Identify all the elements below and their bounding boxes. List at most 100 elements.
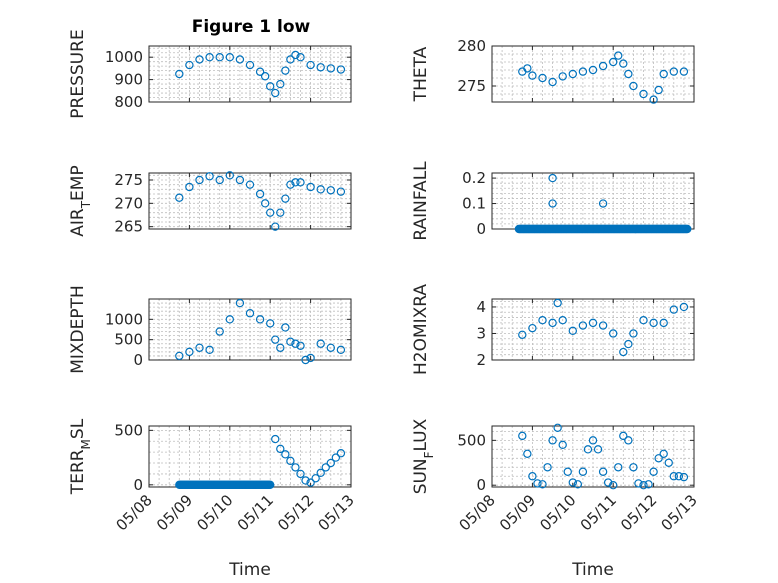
data-point	[215, 175, 224, 185]
data-point	[533, 479, 542, 488]
data-point	[558, 316, 567, 325]
data-point	[185, 347, 194, 357]
data-point	[583, 445, 593, 454]
data-point	[639, 481, 648, 490]
data-point	[619, 59, 628, 68]
data-point	[568, 478, 578, 487]
y-tick-label: 900	[114, 71, 143, 89]
y-axis-label: AIRTEMP	[68, 165, 93, 236]
data-point	[598, 321, 608, 330]
y-tick-label: 0	[133, 351, 143, 369]
data-point	[296, 341, 305, 350]
data-point	[553, 423, 562, 432]
data-point	[255, 315, 265, 324]
data-point	[205, 172, 214, 181]
data-point	[548, 199, 557, 208]
data-point	[301, 355, 310, 365]
data-point	[654, 85, 663, 95]
data-point	[568, 69, 578, 79]
data-point	[568, 326, 578, 336]
data-point	[518, 431, 527, 441]
data-point	[245, 180, 255, 189]
data-point	[578, 321, 588, 330]
data-point	[639, 89, 648, 99]
data-point	[271, 222, 280, 231]
data-point	[614, 463, 623, 472]
y-tick-label: 0.1	[462, 195, 486, 213]
y-axis-label: PRESSURE	[68, 29, 88, 118]
data-point	[573, 480, 583, 489]
data-point	[598, 467, 608, 476]
data-point	[175, 193, 184, 202]
y-tick-label: 0	[133, 476, 143, 494]
data-point	[629, 81, 638, 91]
data-point	[644, 480, 653, 489]
data-point	[619, 347, 628, 357]
data-point	[649, 318, 658, 328]
y-tick-label: 500	[114, 331, 143, 349]
data-point	[548, 436, 557, 445]
data-point	[195, 175, 204, 185]
x-axis-label: Time	[571, 560, 614, 580]
axes-4: 0 0.1 0.2 RAINFALL	[411, 161, 695, 241]
data-point	[195, 343, 204, 352]
data-point	[296, 53, 305, 62]
data-point	[296, 469, 305, 479]
data-point	[276, 343, 285, 352]
data-point	[291, 339, 300, 348]
data-point	[326, 343, 335, 352]
y-axis-label: H2OMIXRA	[411, 284, 431, 375]
y-tick-label: 3	[476, 324, 486, 342]
data-point	[245, 60, 255, 70]
data-point	[683, 224, 692, 234]
y-tick-label: 500	[114, 421, 143, 439]
data-point	[523, 64, 532, 73]
data-point	[205, 53, 214, 62]
data-point	[614, 51, 623, 60]
data-point	[286, 55, 295, 64]
plot-area	[491, 298, 695, 361]
data-point	[679, 302, 689, 312]
data-point	[588, 65, 598, 75]
data-point	[528, 472, 537, 481]
data-point	[588, 436, 598, 445]
data-point	[659, 318, 668, 328]
data-point	[593, 445, 603, 454]
data-point	[674, 472, 684, 481]
data-point	[291, 178, 300, 187]
data-point	[286, 180, 295, 189]
data-point	[306, 478, 315, 487]
data-point	[291, 50, 300, 60]
data-point	[225, 171, 234, 180]
data-point	[679, 67, 689, 76]
data-point	[548, 173, 557, 183]
data-point	[659, 449, 668, 459]
data-point	[609, 329, 618, 338]
data-point	[266, 319, 275, 328]
data-point	[321, 463, 330, 472]
data-point	[296, 178, 305, 187]
data-point	[255, 189, 265, 199]
axes-frame	[491, 298, 695, 361]
axes-2: 275 280 THETA	[411, 37, 695, 104]
data-point	[669, 472, 679, 481]
axes-6: 2 3 4 H2OMIXRA	[411, 284, 695, 375]
data-point	[518, 330, 527, 340]
data-point	[548, 77, 557, 87]
data-point	[629, 463, 638, 472]
data-point	[336, 345, 346, 355]
y-tick-label: 0	[476, 220, 486, 238]
y-tick-label: 270	[114, 194, 143, 212]
data-point	[316, 339, 325, 348]
data-point	[260, 72, 270, 81]
data-point	[563, 467, 572, 476]
axes-frame	[148, 172, 352, 230]
data-point	[235, 175, 245, 185]
data-point	[578, 67, 588, 76]
y-axis-label: TERRMSL	[68, 418, 93, 495]
y-tick-label: 0	[476, 476, 486, 494]
axes-group: 800 900 1000 PRESSURE 275 280 THETA 265 270 275 AI…	[68, 29, 701, 580]
figure-title: Figure 1 low	[192, 17, 311, 37]
data-point	[271, 335, 280, 344]
